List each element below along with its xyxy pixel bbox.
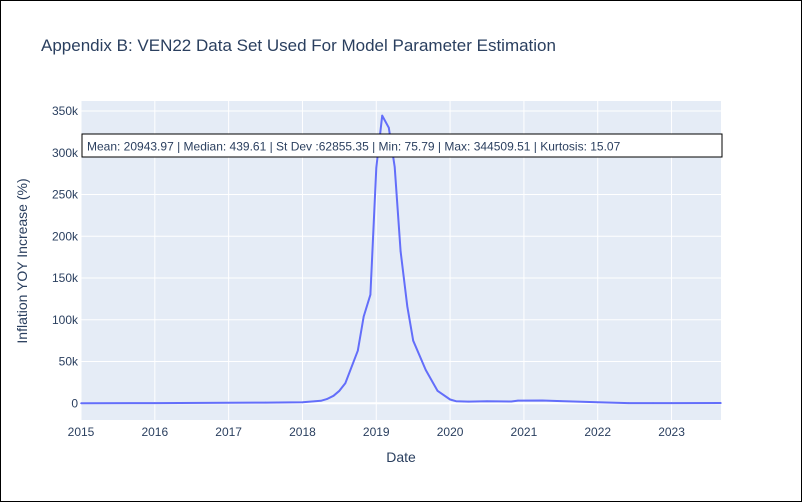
y-tick-labels: 0 50k 100k 150k 200k 250k 300k 350k bbox=[52, 104, 79, 410]
y-tick-label: 200k bbox=[52, 229, 79, 243]
series-point bbox=[560, 400, 562, 402]
series-point bbox=[362, 315, 365, 318]
series-points bbox=[80, 114, 722, 405]
y-tick-label: 150k bbox=[52, 271, 79, 285]
series-point bbox=[264, 401, 267, 404]
series-point bbox=[486, 400, 488, 403]
series-point bbox=[80, 402, 82, 405]
stats-annotation-text: Mean: 20943.97 | Median: 439.61 | St Dev… bbox=[87, 140, 621, 154]
series-point bbox=[227, 401, 230, 404]
series-point bbox=[449, 398, 451, 401]
stats-annotation-box bbox=[81, 133, 723, 158]
x-tick-label: 2016 bbox=[141, 425, 168, 439]
chart-title: Appendix B: VEN22 Data Set Used For Mode… bbox=[41, 36, 556, 55]
x-tick-label: 2018 bbox=[289, 425, 316, 439]
series-point bbox=[424, 369, 427, 371]
x-tick-labels: 2015 2016 2017 2018 2019 2020 2021 2022 2023 bbox=[68, 425, 686, 439]
y-tick-label: 350k bbox=[52, 104, 79, 118]
inflation-series-line bbox=[80, 114, 722, 405]
series-point bbox=[455, 400, 457, 403]
y-tick-label: 50k bbox=[59, 355, 79, 369]
series-point bbox=[627, 402, 630, 404]
series-point bbox=[720, 402, 722, 404]
x-tick-label: 2017 bbox=[215, 425, 242, 439]
x-axis-label: Date bbox=[386, 449, 416, 465]
x-tick-label: 2020 bbox=[437, 425, 464, 439]
series-point bbox=[517, 399, 519, 402]
series-point bbox=[670, 402, 673, 404]
series-point bbox=[381, 114, 384, 117]
series-point bbox=[406, 305, 409, 308]
x-tick-label: 2023 bbox=[658, 425, 685, 439]
series-point bbox=[399, 250, 402, 253]
series-point bbox=[541, 399, 544, 402]
x-tick-label: 2022 bbox=[584, 425, 611, 439]
series-point bbox=[301, 401, 304, 404]
series-point bbox=[332, 395, 335, 397]
y-axis-label: Inflation YOY Increase (%) bbox=[14, 178, 30, 343]
x-tick-label: 2021 bbox=[511, 425, 538, 439]
series-point bbox=[412, 339, 415, 342]
series-point bbox=[467, 400, 470, 403]
series-point bbox=[393, 166, 396, 168]
series-point bbox=[436, 390, 439, 392]
series-point bbox=[388, 126, 390, 129]
series-point bbox=[326, 398, 328, 400]
series-point bbox=[314, 400, 316, 403]
x-tick-label: 2015 bbox=[68, 425, 95, 439]
series-point bbox=[154, 402, 156, 404]
series-point bbox=[510, 400, 513, 403]
series-point bbox=[369, 293, 372, 296]
y-tick-label: 100k bbox=[52, 313, 79, 327]
series-point bbox=[357, 349, 359, 352]
y-tick-label: 0 bbox=[71, 396, 78, 410]
series-point bbox=[344, 382, 347, 385]
series-point bbox=[375, 167, 378, 169]
series-point bbox=[596, 401, 599, 404]
y-tick-label: 250k bbox=[52, 188, 79, 202]
series-point bbox=[652, 402, 654, 404]
x-tick-label: 2019 bbox=[363, 425, 390, 439]
stats-annotation: Mean: 20943.97 | Median: 439.61 | St Dev… bbox=[81, 133, 723, 158]
series-point bbox=[320, 400, 322, 402]
y-tick-label: 300k bbox=[52, 146, 79, 160]
series-point bbox=[338, 390, 341, 392]
